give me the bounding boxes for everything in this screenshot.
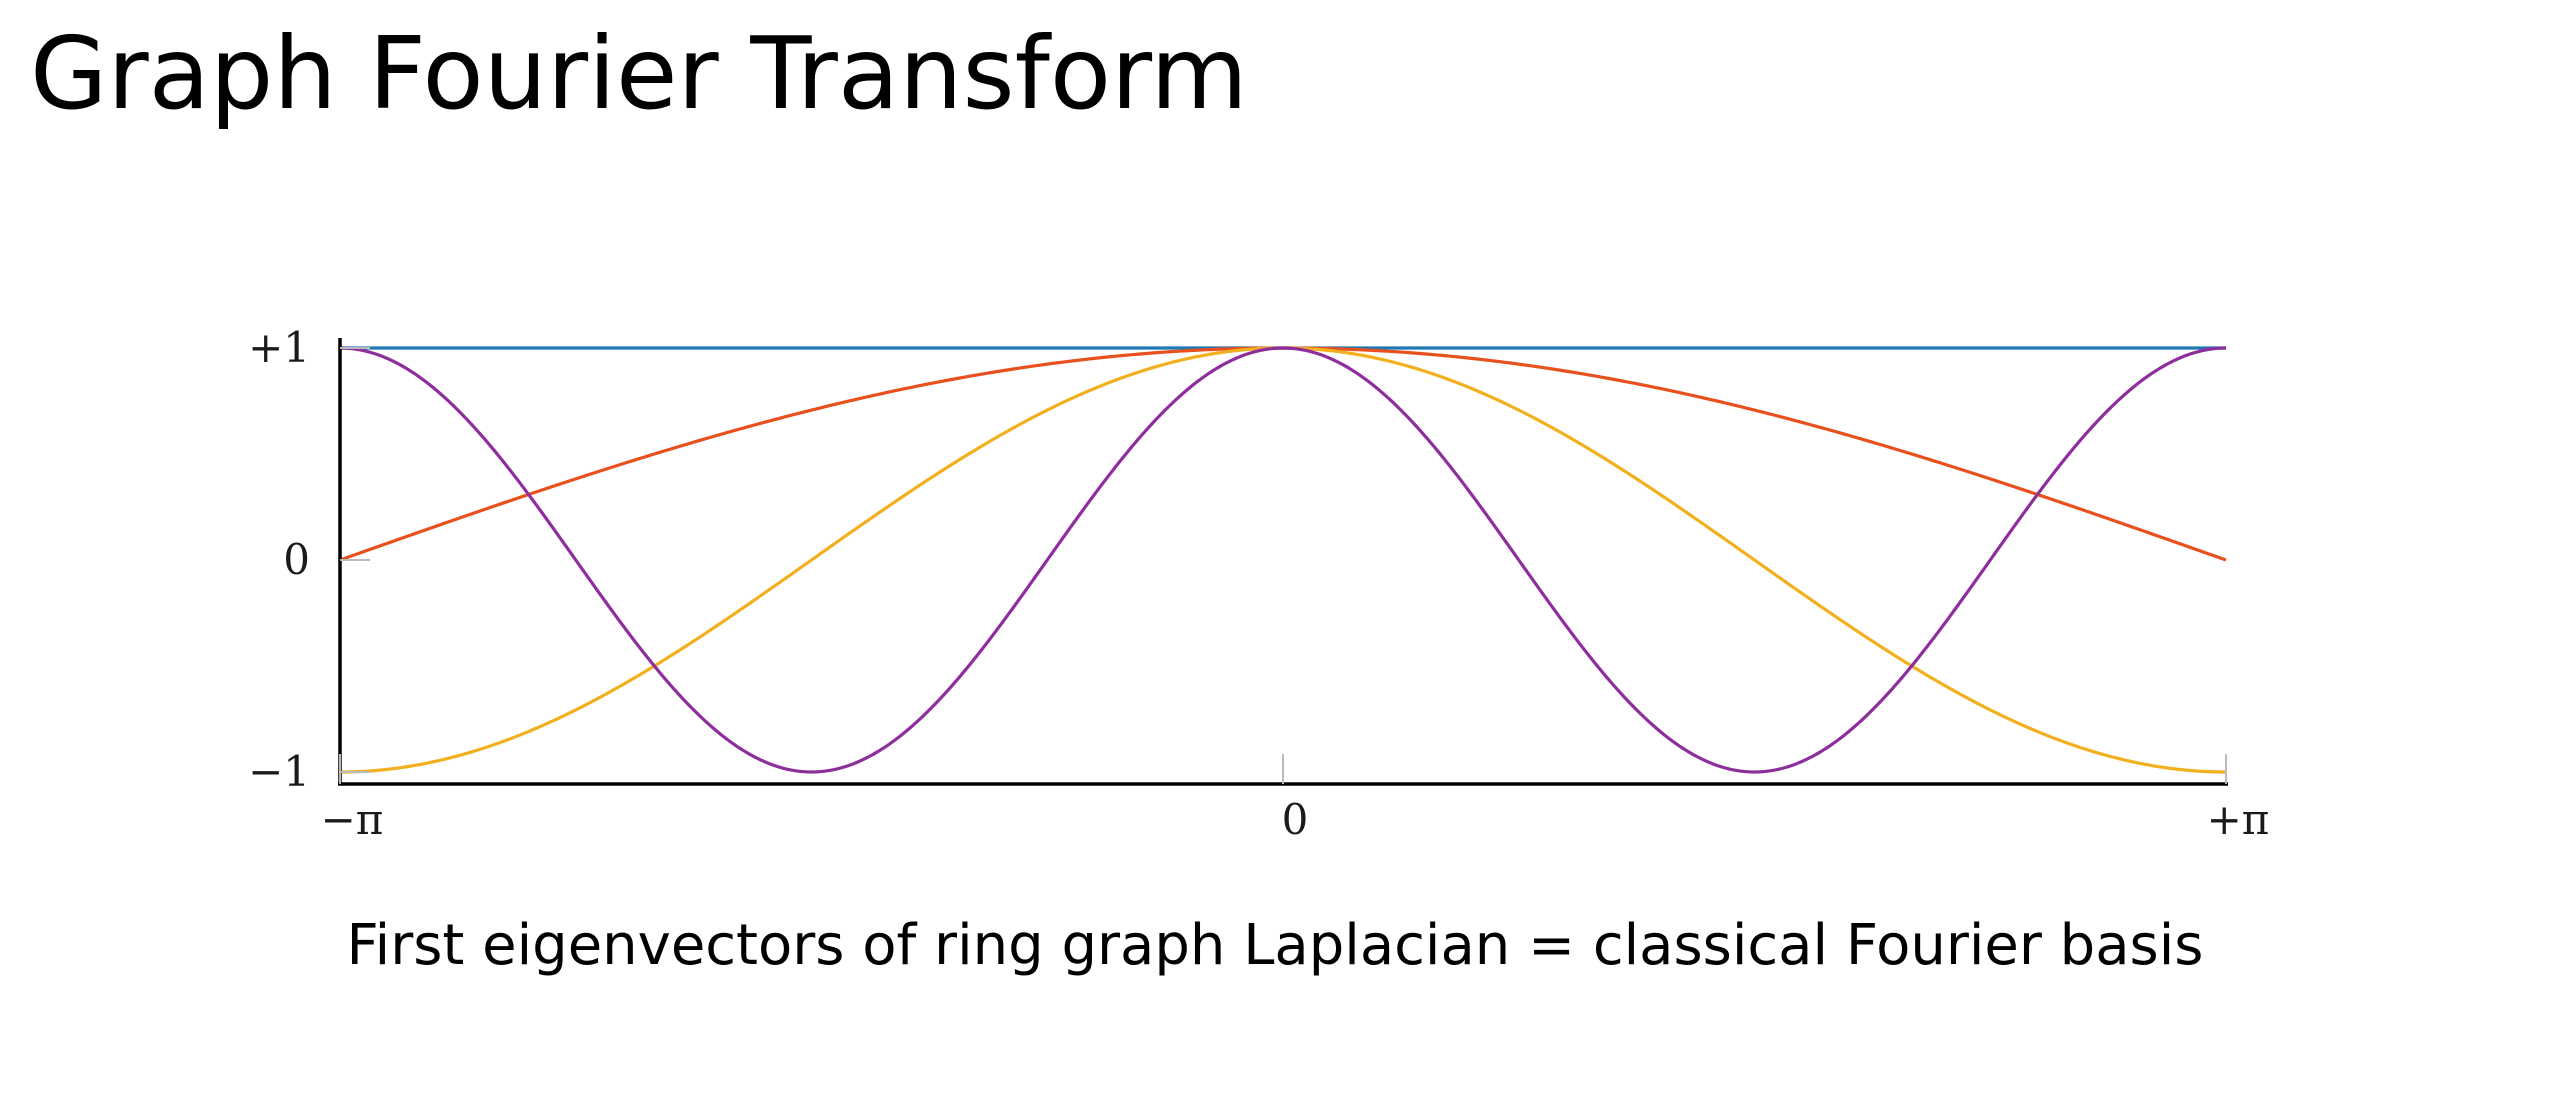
series-layer	[339, 346, 2227, 774]
slide-caption: First eigenvectors of ring graph Laplaci…	[346, 913, 2204, 978]
x-tick-label-0: −π	[321, 795, 384, 844]
series-line-2	[339, 346, 2227, 774]
labels-layer: +1 0 −1−π 0 +π	[248, 323, 2269, 844]
y-tick-label-2: −1	[248, 747, 310, 796]
y-tick-label-0: +1	[248, 323, 310, 372]
slide-title: Graph Fourier Transform	[30, 15, 1248, 132]
axes-layer	[338, 338, 2228, 786]
y-tick-label-1: 0	[283, 535, 310, 584]
x-tick-label-2: +π	[2207, 795, 2270, 844]
series-line-3	[339, 346, 2227, 774]
series-line-1	[339, 346, 2227, 562]
x-tick-label-1: 0	[1282, 795, 1309, 844]
